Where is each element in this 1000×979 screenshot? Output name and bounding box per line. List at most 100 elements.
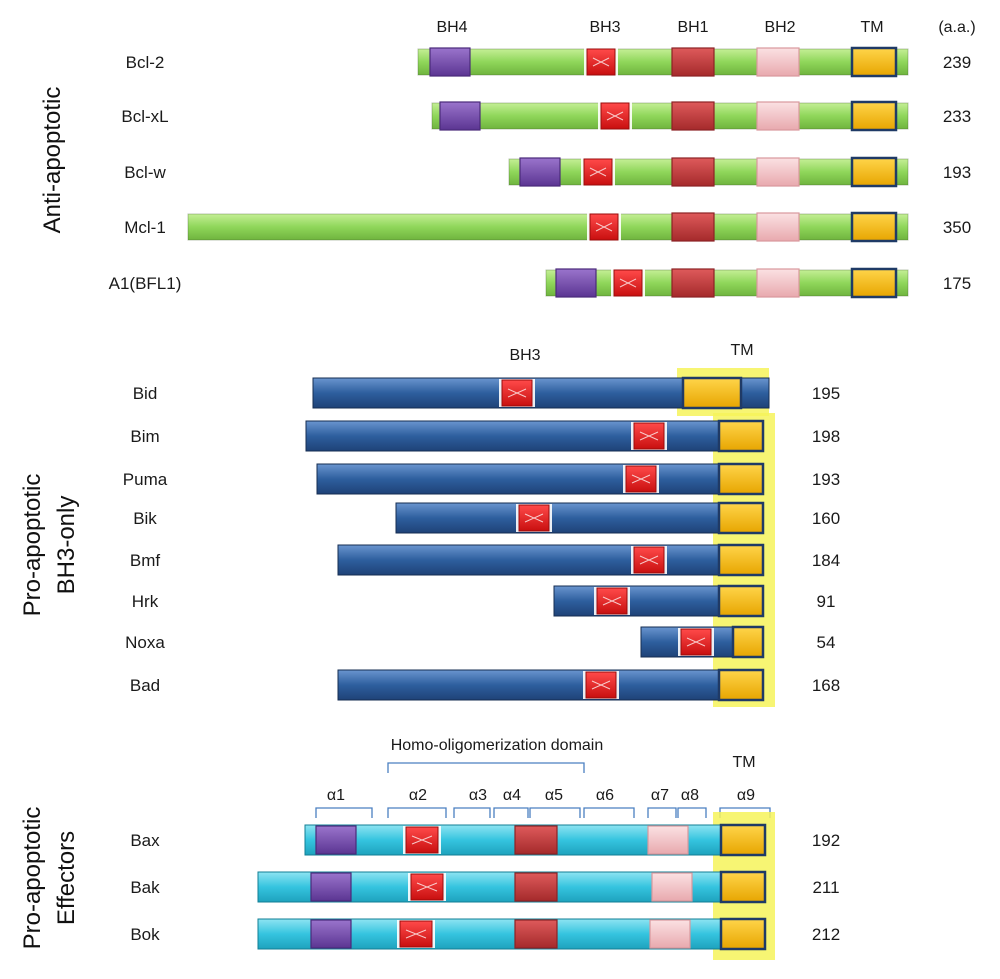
bh3only-protein-name: Bik [133, 509, 157, 528]
bh2-domain [647, 825, 689, 855]
bh3-domain [583, 671, 619, 699]
helix-label: α6 [596, 787, 614, 804]
header-bh4: BH4 [436, 19, 467, 36]
bh3-domain-mark [619, 278, 637, 288]
helix-bracket [647, 807, 677, 818]
bh4-domain [315, 825, 357, 855]
bh3-domain-mark [591, 680, 611, 690]
effector-protein-length: 212 [812, 925, 840, 944]
bh3-domain-mark [592, 57, 610, 67]
effector-protein-name: Bok [130, 925, 160, 944]
tm-domain-box [717, 419, 765, 453]
anti-protein-length: 193 [943, 163, 971, 182]
helix-label: α7 [651, 787, 669, 804]
bh2-domain [756, 212, 800, 242]
bh1-domain [671, 212, 715, 242]
bh3-domain-mark [606, 111, 624, 121]
bh1-domain [671, 47, 715, 77]
bh1-domain [514, 872, 558, 902]
tm-domain-box [850, 156, 898, 188]
tm-domain-box [850, 267, 898, 299]
tm-domain [719, 870, 767, 904]
anti-protein-bar [545, 269, 909, 297]
helix-labels [315, 807, 771, 818]
bh3-domain-mark [416, 882, 438, 892]
anti-section-label-group: Anti-apoptotic [39, 87, 66, 234]
tm-domain [850, 100, 898, 132]
bh1-domain [514, 825, 558, 855]
effector-header-tm: TM [732, 754, 755, 771]
effector-protein-name: Bak [130, 878, 160, 897]
bh3-domain [594, 587, 630, 615]
tm-domain [731, 625, 765, 659]
tm-domain [850, 156, 898, 188]
anti-protein-name: Bcl-w [124, 163, 166, 182]
helix-bracket [677, 807, 707, 818]
tm-domain-box [717, 501, 765, 535]
tm-domain-box [850, 211, 898, 243]
bh3only-section-label-2: BH3-only [53, 496, 80, 595]
tm-domain-box [719, 917, 767, 951]
bh2-domain [756, 157, 800, 187]
anti-protein-name: A1(BFL1) [109, 274, 182, 293]
bh3only-protein-bar [316, 463, 763, 495]
bh3only-protein-length: 91 [817, 592, 836, 611]
anti-protein-length: 239 [943, 53, 971, 72]
bh3only-protein-bar [305, 420, 763, 452]
bh3-domain [397, 920, 435, 948]
bh3only-protein-length: 54 [817, 633, 836, 652]
effectors-section-label-2: Effectors [53, 831, 80, 925]
tm-domain-box [731, 625, 765, 659]
bh3-domain [403, 826, 441, 854]
helix-bracket [583, 807, 635, 818]
bh3only-protein-length: 198 [812, 427, 840, 446]
bh4-domain [555, 268, 597, 298]
helix-label: α1 [327, 787, 345, 804]
bh3-domain [598, 102, 632, 130]
tm-domain-box [719, 823, 767, 857]
bh3-domain [584, 48, 618, 76]
anti-protein-name: Mcl-1 [124, 218, 166, 237]
bh3only-protein-length: 184 [812, 551, 840, 570]
bh3-domain-box [680, 628, 712, 656]
helix-label: α3 [469, 787, 487, 804]
bh3-domain-mark [602, 596, 622, 606]
effector-protein-name: Bax [130, 831, 160, 850]
anti-protein-length: 233 [943, 107, 971, 126]
anti-protein-length: 350 [943, 218, 971, 237]
bh3-domain-mark [639, 555, 659, 565]
effectors-section-label-group: Pro-apoptotic Effectors [19, 807, 80, 950]
bh3-domain-mark [686, 637, 706, 647]
effector-headers: Homo-oligomerization domain TM [315, 737, 771, 818]
tm-domain [717, 668, 765, 702]
helix-label: α2 [409, 787, 427, 804]
bh3only-section-label-group: Pro-apoptotic BH3-only [19, 474, 80, 617]
bh3-domain-mark [411, 835, 433, 845]
effector-protein-length: 192 [812, 831, 840, 850]
bh3-domain-mark [639, 431, 659, 441]
bh4-domain [310, 872, 352, 902]
bh3only-protein-name: Noxa [125, 633, 165, 652]
bh4-domain [439, 101, 481, 131]
bh2-domain [756, 101, 800, 131]
bh2-domain [756, 268, 800, 298]
bh3only-protein-length: 193 [812, 470, 840, 489]
bh3-domain-mark [507, 388, 527, 398]
bh3only-protein-bar [395, 502, 763, 534]
header-bh2: BH2 [764, 19, 795, 36]
effectors-section-label-1: Pro-apoptotic [19, 807, 46, 950]
bh3-domain-mark [589, 167, 607, 177]
anti-protein-bar [187, 213, 909, 241]
bh2-domain [756, 47, 800, 77]
helix-label: α4 [503, 787, 521, 804]
header-bh3: BH3 [589, 19, 620, 36]
header-tm: TM [860, 19, 883, 36]
oligomerization-bracket [387, 762, 585, 773]
tm-domain [717, 501, 765, 535]
header-aa: (a.a.) [938, 19, 975, 36]
bh4-domain [310, 919, 352, 949]
anti-headers: BH4 BH3 BH1 BH2 TM (a.a.) [436, 19, 975, 36]
helix-bracket [529, 807, 581, 818]
header-bh1: BH1 [677, 19, 708, 36]
